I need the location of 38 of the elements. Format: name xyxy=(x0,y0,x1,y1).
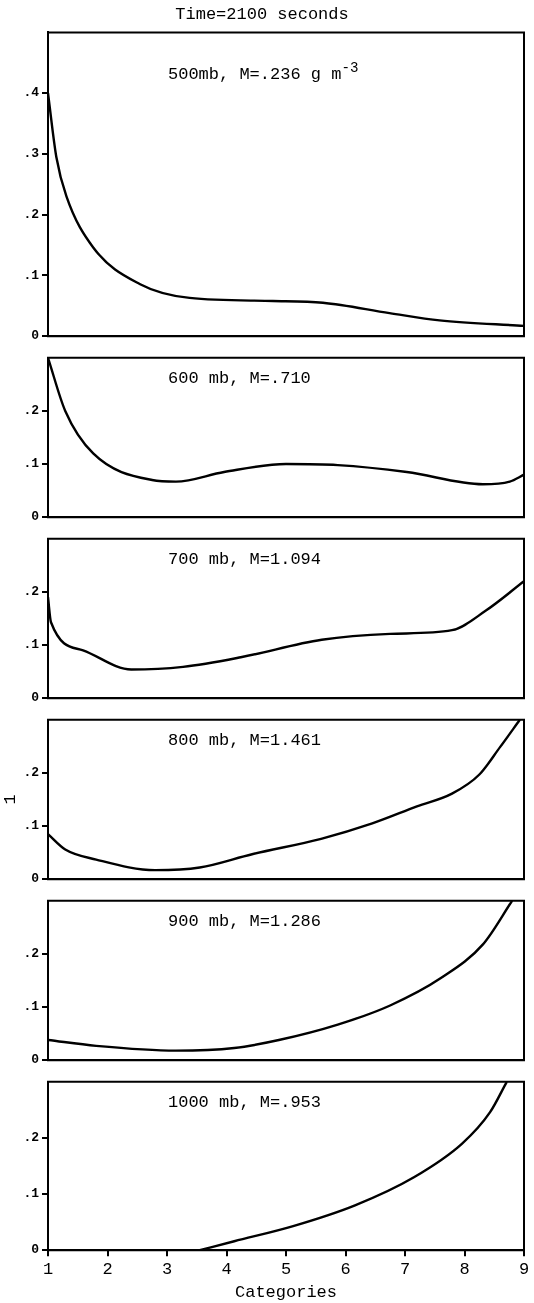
y-tick-label: .2 xyxy=(23,946,40,962)
y-tick-label: .2 xyxy=(23,765,40,781)
y-tick-label: .1 xyxy=(23,1186,40,1202)
y-tick-label: .2 xyxy=(23,584,40,600)
y-tick-label: 0 xyxy=(31,1242,40,1258)
y-tick-label: .1 xyxy=(23,818,40,834)
x-tick-label: 5 xyxy=(280,1259,292,1279)
y-tick-label: 0 xyxy=(31,1052,40,1068)
y-tick-label: 0 xyxy=(31,871,40,887)
x-tick-label: 9 xyxy=(518,1259,530,1279)
y-tick-label: 0 xyxy=(31,690,40,706)
annotation: 1000 mb, M=.953 xyxy=(168,1093,322,1112)
annotation: 700 mb, M=1.094 xyxy=(168,550,322,569)
y-tick-label: .1 xyxy=(23,637,40,653)
y-tick-label: .2 xyxy=(23,206,40,222)
annotation: 800 mb, M=1.461 xyxy=(168,731,322,750)
y-tick-label: .1 xyxy=(23,999,40,1015)
y-tick-label: .4 xyxy=(23,85,40,101)
x-tick-label: 8 xyxy=(459,1259,470,1279)
annotation: 600 mb, M=.710 xyxy=(168,369,311,388)
annotation: 500mb, M=.236 g m$^{-3}$ xyxy=(168,60,359,84)
y-axis-title: 1 xyxy=(0,794,20,805)
x-tick-label: 2 xyxy=(102,1259,113,1279)
chart-title: Time=2100 seconds xyxy=(175,4,349,24)
y-tick-label: .1 xyxy=(23,267,40,283)
x-tick-label: 4 xyxy=(221,1259,232,1279)
y-tick-label: .3 xyxy=(23,146,40,162)
x-tick-label: 7 xyxy=(399,1259,411,1279)
x-tick-label: 1 xyxy=(42,1259,54,1279)
y-tick-label: .1 xyxy=(23,456,40,472)
y-tick-label: .2 xyxy=(23,403,40,419)
x-tick-label: 3 xyxy=(161,1259,173,1279)
x-axis-title: Categories xyxy=(234,1283,338,1303)
annotation: 900 mb, M=1.286 xyxy=(168,912,322,931)
y-tick-label: .2 xyxy=(23,1130,40,1146)
x-tick-label: 6 xyxy=(340,1259,351,1279)
y-tick-label: 0 xyxy=(31,509,40,525)
y-tick-label: 0 xyxy=(31,328,40,344)
